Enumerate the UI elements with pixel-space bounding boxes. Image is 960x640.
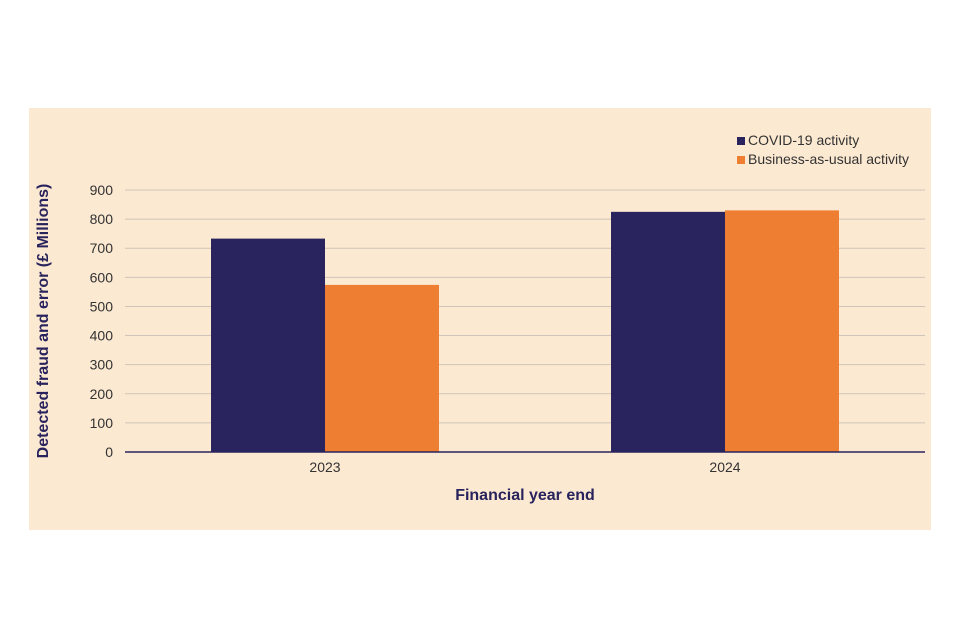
y-tick-label: 900 (90, 182, 114, 198)
x-axis-ticks: 2023 2024 (309, 459, 740, 475)
bar-covid-19-activity-2024 (611, 211, 725, 452)
bar-business-as-usual-activity-2024 (725, 210, 839, 452)
y-tick-label: 200 (90, 386, 114, 402)
legend-label-covid: COVID-19 activity (748, 132, 859, 148)
legend: COVID-19 activity Business-as-usual acti… (737, 132, 909, 167)
x-tick-label: 2023 (309, 459, 340, 475)
legend-swatch-business-as-usual (737, 156, 745, 164)
y-axis-title: Detected fraud and error (£ Millions) (35, 184, 52, 459)
bars (211, 210, 839, 452)
bar-business-as-usual-activity-2023 (325, 284, 439, 452)
y-tick-label: 600 (90, 269, 114, 285)
bar-covid-19-activity-2023 (211, 238, 325, 452)
y-tick-label: 700 (90, 240, 114, 256)
y-axis-ticks: 0 100 200 300 400 500 600 700 800 900 (90, 182, 114, 460)
legend-swatch-covid (737, 137, 745, 145)
bar-chart: 0 100 200 300 400 500 600 700 800 900 2023 2024 Fi… (35, 132, 925, 504)
y-tick-label: 400 (90, 328, 114, 344)
y-tick-label: 800 (90, 211, 114, 227)
x-tick-label: 2024 (709, 459, 740, 475)
x-axis-title: Financial year end (455, 487, 595, 504)
y-tick-label: 300 (90, 357, 114, 373)
legend-label-business-as-usual: Business-as-usual activity (748, 151, 909, 167)
chart-panel: 0 100 200 300 400 500 600 700 800 900 2023 2024 Fi… (29, 108, 931, 530)
y-tick-label: 100 (90, 415, 114, 431)
y-tick-label: 500 (90, 298, 114, 314)
y-tick-label: 0 (105, 444, 113, 460)
